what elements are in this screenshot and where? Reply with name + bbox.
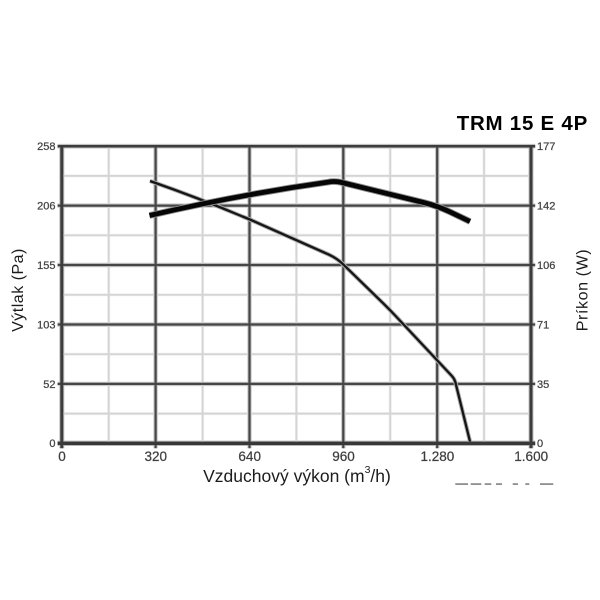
svg-text:52: 52 bbox=[43, 379, 55, 391]
svg-text:Vzduchový výkon (m3/h): Vzduchový výkon (m3/h) bbox=[203, 464, 391, 486]
svg-text:106: 106 bbox=[537, 260, 555, 272]
svg-text:Výtlak (Pa): Výtlak (Pa) bbox=[10, 248, 27, 332]
svg-text:258: 258 bbox=[37, 141, 55, 153]
svg-text:0: 0 bbox=[58, 449, 66, 464]
svg-text:320: 320 bbox=[145, 449, 168, 464]
svg-text:1.280: 1.280 bbox=[421, 449, 455, 464]
svg-text:35: 35 bbox=[537, 379, 549, 391]
svg-text:Príkon (W): Príkon (W) bbox=[575, 249, 592, 331]
svg-text:206: 206 bbox=[37, 201, 55, 213]
svg-text:142: 142 bbox=[537, 201, 555, 213]
svg-text:1.600: 1.600 bbox=[514, 449, 548, 464]
svg-text:960: 960 bbox=[332, 449, 355, 464]
svg-text:TRM 15 E 4P: TRM 15 E 4P bbox=[457, 112, 588, 135]
svg-text:0: 0 bbox=[537, 438, 543, 450]
svg-text:71: 71 bbox=[537, 319, 549, 331]
svg-text:103: 103 bbox=[37, 319, 55, 331]
svg-text:177: 177 bbox=[537, 141, 555, 153]
svg-text:640: 640 bbox=[238, 449, 261, 464]
svg-text:0: 0 bbox=[49, 438, 55, 450]
svg-text:155: 155 bbox=[37, 260, 55, 272]
